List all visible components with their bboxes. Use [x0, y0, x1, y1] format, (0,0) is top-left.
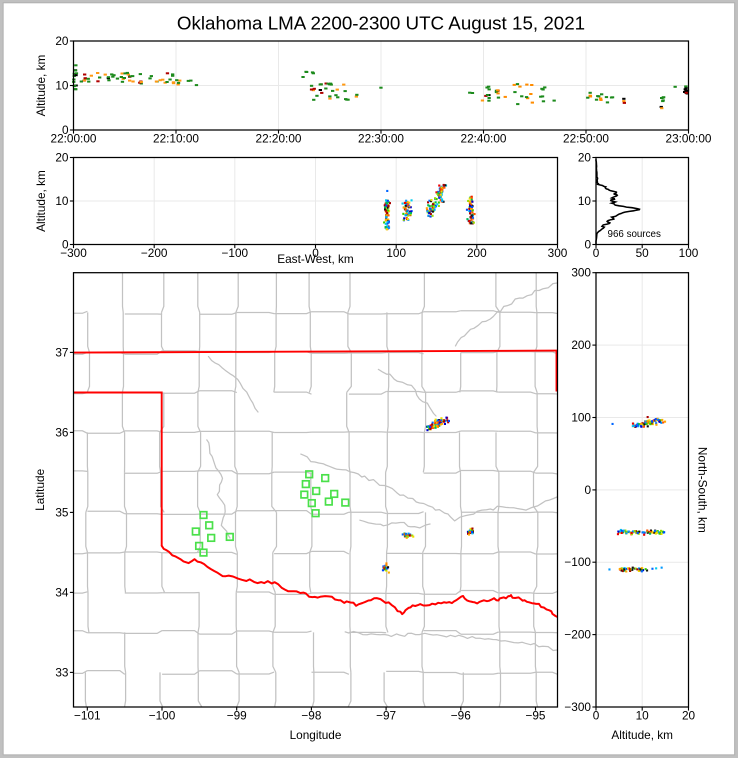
svg-text:Latitude: Latitude: [33, 468, 47, 510]
svg-text:300: 300: [548, 246, 568, 260]
svg-text:0: 0: [62, 237, 69, 251]
svg-text:0: 0: [312, 246, 319, 260]
svg-text:0: 0: [584, 483, 591, 497]
svg-text:−96: −96: [451, 709, 471, 723]
svg-text:North-South, km: North-South, km: [695, 447, 709, 533]
svg-text:10: 10: [578, 194, 592, 208]
svg-text:−95: −95: [525, 709, 545, 723]
svg-text:20: 20: [55, 150, 69, 164]
svg-text:−200: −200: [141, 246, 168, 260]
svg-text:10: 10: [55, 78, 69, 92]
svg-text:−100: −100: [149, 709, 176, 723]
svg-text:−98: −98: [301, 709, 321, 723]
svg-text:−100: −100: [222, 246, 249, 260]
svg-text:−100: −100: [564, 555, 591, 569]
svg-text:−200: −200: [564, 628, 591, 642]
svg-text:0: 0: [593, 709, 600, 723]
svg-text:37: 37: [55, 345, 68, 359]
svg-text:−97: −97: [376, 709, 396, 723]
svg-text:0: 0: [584, 237, 591, 251]
svg-text:−101: −101: [74, 709, 101, 723]
svg-text:0: 0: [593, 246, 600, 260]
svg-text:10: 10: [636, 709, 650, 723]
svg-text:22:50:00: 22:50:00: [563, 132, 609, 146]
svg-text:100: 100: [386, 246, 406, 260]
svg-text:−300: −300: [564, 700, 591, 714]
svg-text:East-West, km: East-West, km: [277, 252, 354, 266]
svg-text:20: 20: [55, 34, 69, 48]
svg-text:35: 35: [55, 505, 69, 519]
svg-text:Altitude, km: Altitude, km: [34, 55, 48, 117]
svg-text:−99: −99: [227, 709, 247, 723]
svg-text:100: 100: [679, 246, 699, 260]
svg-text:36: 36: [55, 425, 69, 439]
svg-text:Altitude, km: Altitude, km: [611, 728, 673, 742]
svg-text:Oklahoma LMA 2200-2300 UTC Aug: Oklahoma LMA 2200-2300 UTC August 15, 20…: [177, 13, 585, 34]
svg-text:22:40:00: 22:40:00: [461, 132, 507, 146]
svg-text:−300: −300: [60, 246, 87, 260]
svg-text:200: 200: [467, 246, 487, 260]
svg-text:23:00:00: 23:00:00: [666, 132, 712, 146]
svg-text:20: 20: [682, 709, 696, 723]
svg-text:Altitude, km: Altitude, km: [34, 170, 48, 232]
svg-text:0: 0: [62, 123, 69, 137]
svg-text:100: 100: [571, 410, 591, 424]
svg-text:Longitude: Longitude: [290, 728, 342, 742]
svg-text:10: 10: [55, 194, 69, 208]
svg-text:22:00:00: 22:00:00: [51, 132, 97, 146]
svg-text:33: 33: [55, 665, 69, 679]
svg-text:22:10:00: 22:10:00: [153, 132, 199, 146]
svg-text:20: 20: [578, 150, 592, 164]
svg-text:300: 300: [571, 266, 591, 280]
svg-text:200: 200: [571, 338, 591, 352]
svg-text:34: 34: [55, 585, 69, 599]
svg-text:50: 50: [636, 246, 650, 260]
svg-text:22:30:00: 22:30:00: [358, 132, 404, 146]
svg-text:22:20:00: 22:20:00: [256, 132, 302, 146]
svg-text:966 sources: 966 sources: [608, 229, 661, 240]
